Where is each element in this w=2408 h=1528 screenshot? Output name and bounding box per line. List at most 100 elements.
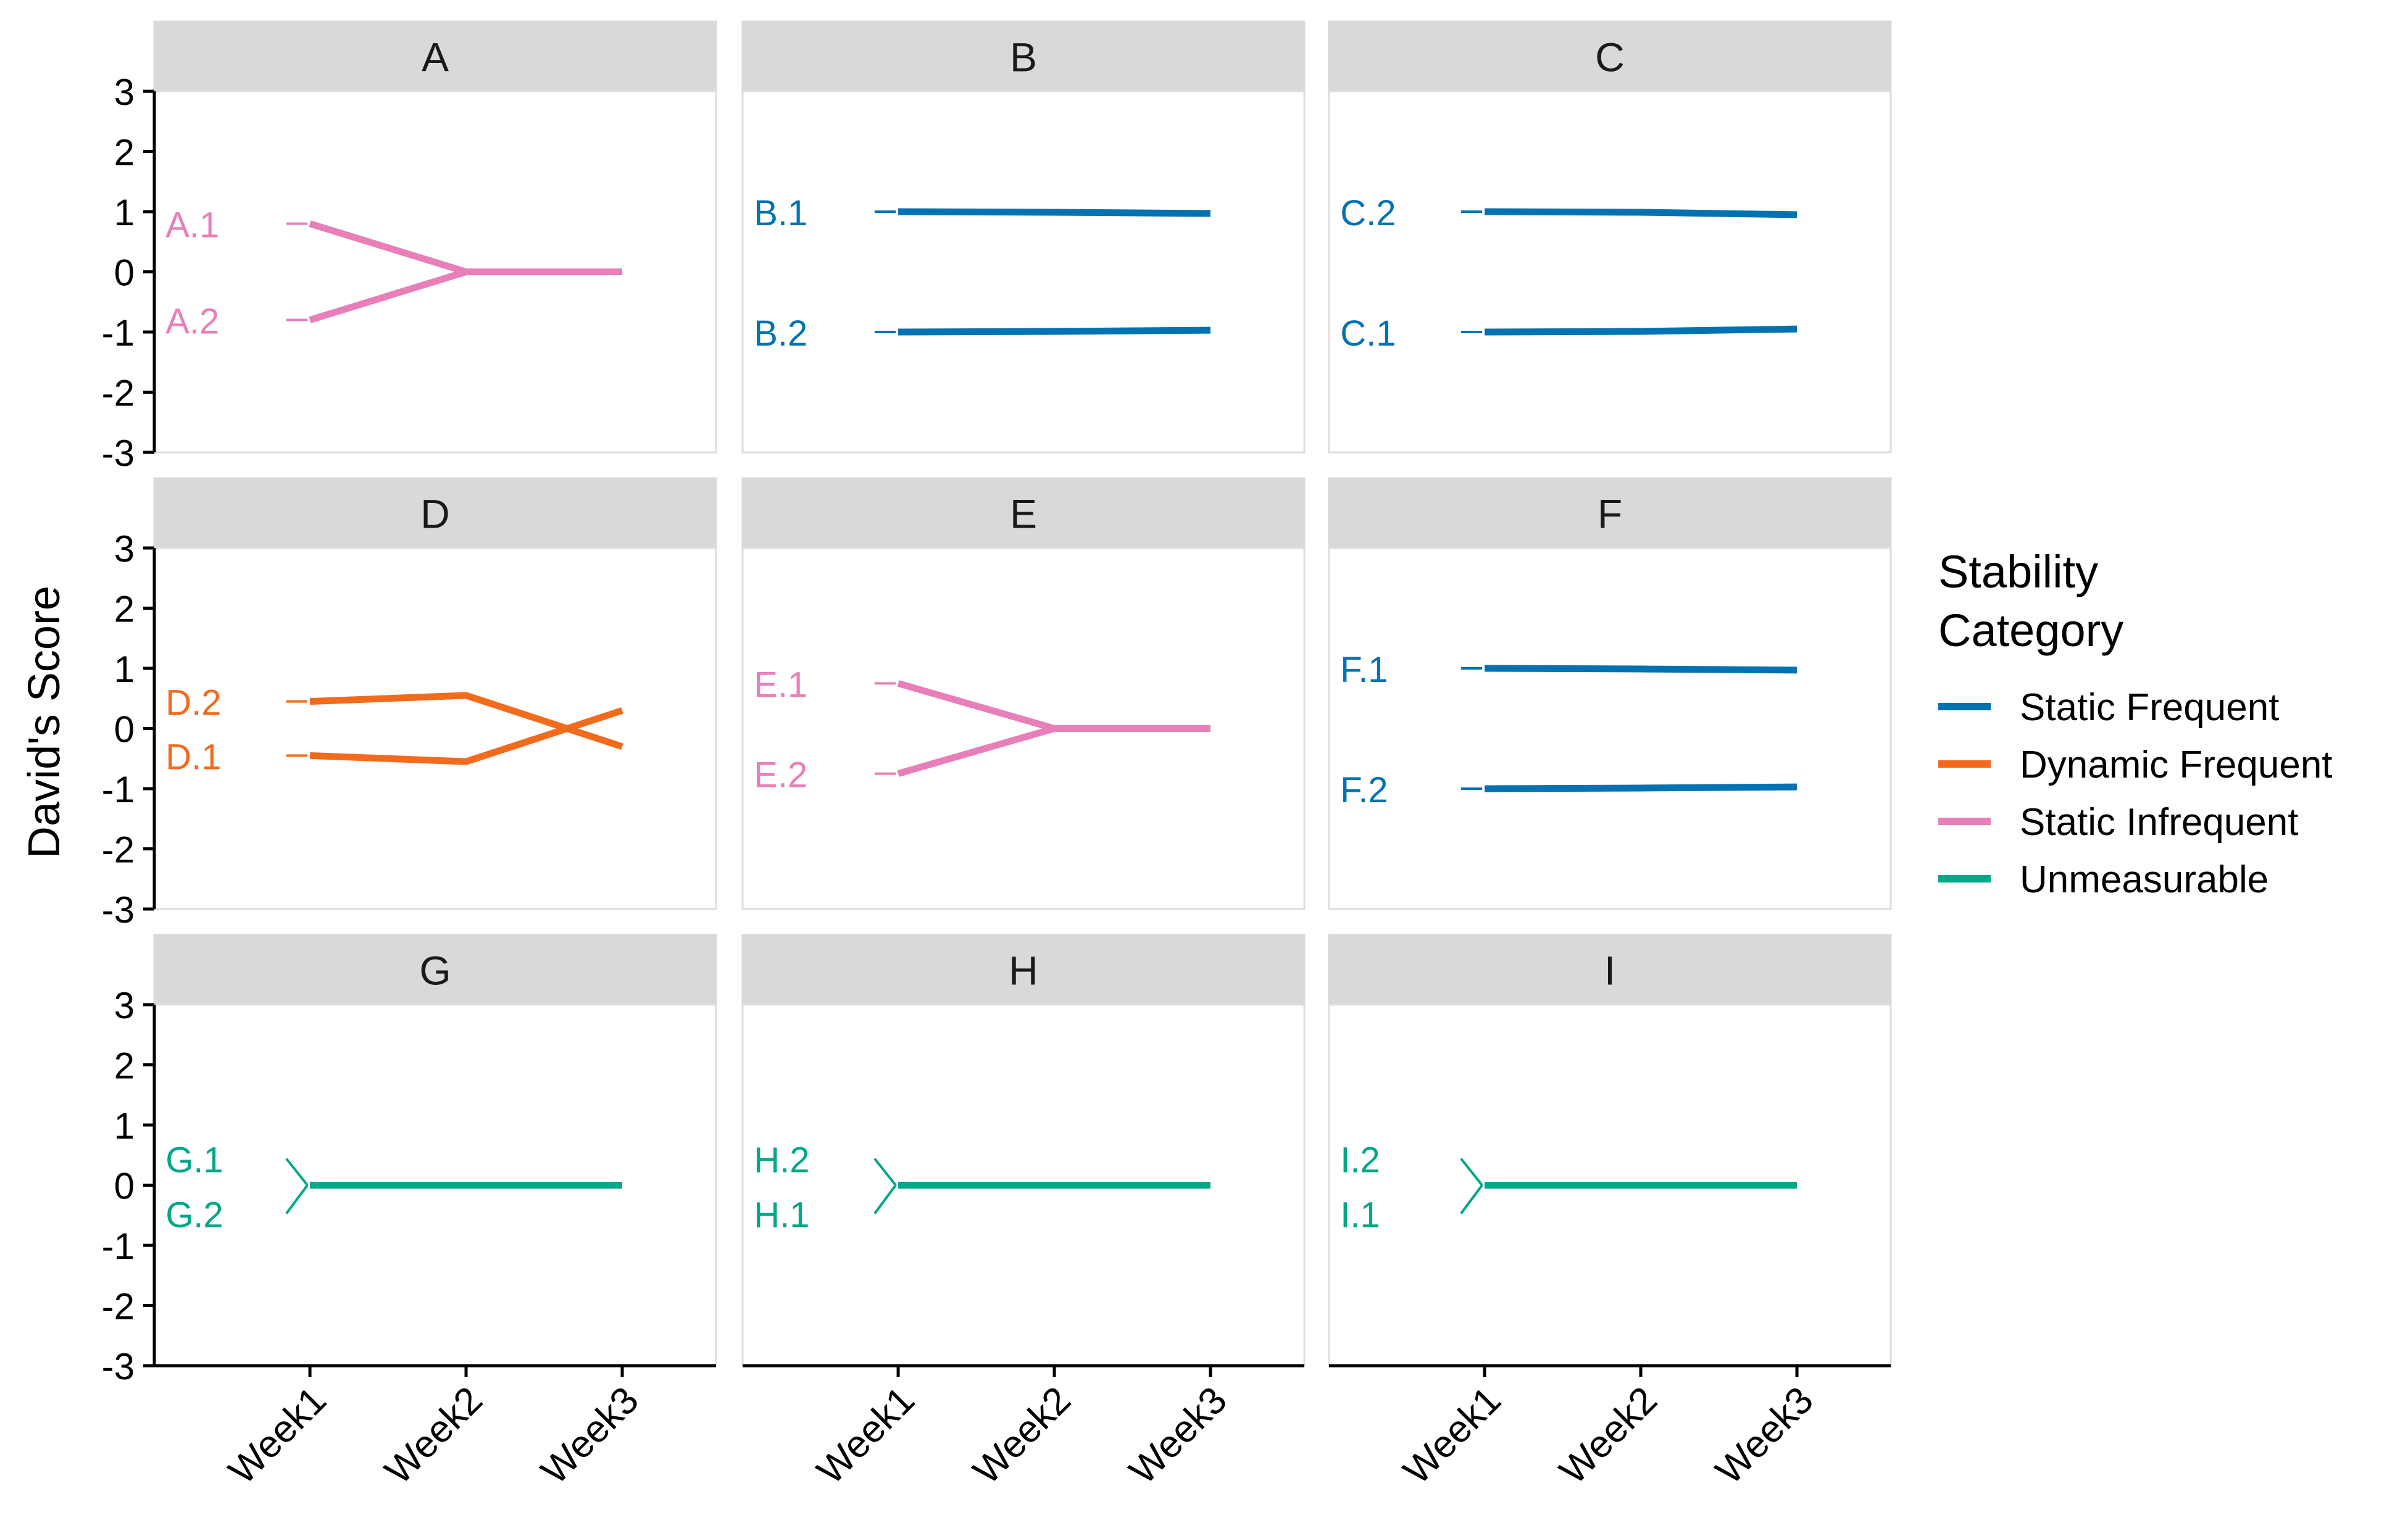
- y-tick-label: 3: [114, 72, 135, 113]
- y-tick-label: -1: [102, 312, 135, 354]
- y-tick-label: 0: [114, 1166, 135, 1207]
- legend-title-line-1: Stability: [1938, 546, 2098, 597]
- panel-strip-d: [153, 477, 717, 549]
- series-line-c-2: [1485, 208, 1798, 218]
- legend-label-static-infrequent: Static Infrequent: [2020, 801, 2299, 844]
- series-label-b-2: B.2: [754, 313, 807, 354]
- y-tick-label: 0: [114, 252, 135, 294]
- series-line-d-1: [309, 707, 623, 765]
- y-tick-label: 2: [114, 1045, 135, 1087]
- y-tick-label: -2: [102, 829, 135, 871]
- panel-i: I I.2 I.1: [1328, 934, 1892, 1367]
- y-tick-label: -1: [102, 1226, 135, 1267]
- panel-title-f: F: [1598, 491, 1622, 537]
- series-label-a-1: A.1: [165, 206, 219, 246]
- series-label-g-2: G.2: [165, 1195, 223, 1235]
- x-tick-label: Week1: [1396, 1379, 1509, 1492]
- y-tick-label: 1: [114, 649, 135, 690]
- panel-h: H H.2 H.1: [741, 934, 1306, 1367]
- panel-title-c: C: [1595, 35, 1625, 80]
- label-leader-g-1: [285, 1158, 309, 1186]
- legend-label-static-frequent: Static Frequent: [2020, 686, 2279, 729]
- series-label-b-1: B.1: [754, 193, 807, 233]
- panel-strip-f: [1328, 477, 1892, 549]
- panel-strip-g: [153, 934, 717, 1006]
- series-line-f-1: [1485, 665, 1798, 674]
- series-label-i-1: I.1: [1340, 1195, 1380, 1235]
- panel-title-e: E: [1010, 491, 1037, 537]
- y-tick-label: -3: [102, 889, 135, 931]
- panel-title-b: B: [1010, 35, 1037, 80]
- panel-title-g: G: [419, 948, 451, 994]
- panel-title-h: H: [1009, 948, 1038, 994]
- series-label-e-1: E.1: [754, 665, 807, 705]
- y-tick-label: 1: [114, 192, 135, 233]
- series-line-b-2: [898, 326, 1211, 336]
- x-tick-label: Week3: [1707, 1379, 1821, 1492]
- legend-label-unmeasurable: Unmeasurable: [2020, 858, 2268, 901]
- series-line-a-2: [309, 268, 622, 323]
- x-tick-label: Week2: [965, 1379, 1079, 1492]
- series-line-e-2: [897, 725, 1210, 777]
- y-tick-label: 1: [114, 1105, 135, 1147]
- series-label-f-1: F.1: [1340, 650, 1388, 690]
- panel-title-a: A: [422, 35, 449, 80]
- series-label-c-1: C.1: [1340, 313, 1396, 354]
- panel-plot-area-c: [1328, 90, 1892, 454]
- panel-strip-c: [1328, 20, 1892, 93]
- series-line-c-1: [1485, 325, 1798, 336]
- y-tick-label: 3: [114, 528, 135, 570]
- panel-strip-h: [741, 934, 1306, 1006]
- panel-plot-area-b: [741, 90, 1306, 454]
- panel-strip-i: [1328, 934, 1892, 1006]
- x-tick-label: Week2: [377, 1379, 491, 1492]
- series-label-d-1: D.1: [165, 737, 221, 777]
- x-tick-label: Week1: [221, 1379, 335, 1492]
- panel-plot-area-f: [1328, 547, 1892, 910]
- label-leader-i-2: [1460, 1158, 1483, 1186]
- y-tick-label: -2: [102, 373, 135, 414]
- panel-plot-area-d: [153, 547, 717, 910]
- panel-a: A A.1 A.2: [153, 20, 717, 454]
- series-label-a-2: A.2: [165, 302, 219, 342]
- label-leader-g-2: [285, 1184, 309, 1215]
- y-tick-label: -3: [102, 433, 135, 474]
- label-leader-i-1: [1460, 1184, 1483, 1215]
- panel-g: G G.1 G.2: [153, 934, 717, 1367]
- x-tick-label: Week3: [1121, 1379, 1235, 1492]
- y-tick-label: -3: [102, 1346, 135, 1387]
- y-axis-title: David's Score: [20, 586, 69, 858]
- panel-e: E E.1 E.2: [741, 477, 1306, 910]
- panel-plot-area-e: [741, 547, 1306, 910]
- series-label-h-1: H.1: [754, 1195, 809, 1235]
- legend: Stability Category Static Frequent Dynami…: [1938, 546, 2333, 901]
- series-label-f-2: F.2: [1340, 770, 1388, 810]
- series-label-c-2: C.2: [1340, 193, 1396, 233]
- y-tick-label: -2: [102, 1286, 135, 1327]
- panel-strip-a: [153, 20, 717, 93]
- y-tick-label: 2: [114, 589, 135, 630]
- y-tick-label: -1: [102, 769, 135, 810]
- y-tick-label: 0: [114, 709, 135, 750]
- series-line-f-2: [1485, 783, 1798, 792]
- x-tick-label: Week3: [533, 1379, 646, 1492]
- label-leader-h-2: [873, 1158, 897, 1186]
- series-label-e-2: E.2: [754, 755, 807, 795]
- panel-title-d: D: [420, 491, 450, 537]
- legend-label-dynamic-frequent: Dynamic Frequent: [2020, 744, 2333, 786]
- series-label-d-2: D.2: [165, 683, 221, 723]
- x-tick-label: Week2: [1552, 1379, 1665, 1492]
- y-tick-label: 3: [114, 985, 135, 1026]
- label-leader-h-1: [873, 1184, 897, 1215]
- legend-title-line-2: Category: [1938, 605, 2123, 656]
- series-label-h-2: H.2: [754, 1140, 809, 1181]
- x-tick-label: Week1: [809, 1379, 923, 1492]
- panels-layer: AA.1A.2BB.1B.2CC.2C.1DD.2D.1EE.1E.2FF.1F…: [153, 20, 1892, 1367]
- panel-title-i: I: [1604, 948, 1615, 994]
- panel-plot-area-a: [153, 90, 717, 454]
- panel-b: B B.1 B.2: [741, 20, 1306, 454]
- panel-d: D D.2 D.1: [153, 477, 717, 910]
- panel-f: F F.1 F.2: [1328, 477, 1892, 910]
- series-label-i-2: I.2: [1340, 1140, 1380, 1181]
